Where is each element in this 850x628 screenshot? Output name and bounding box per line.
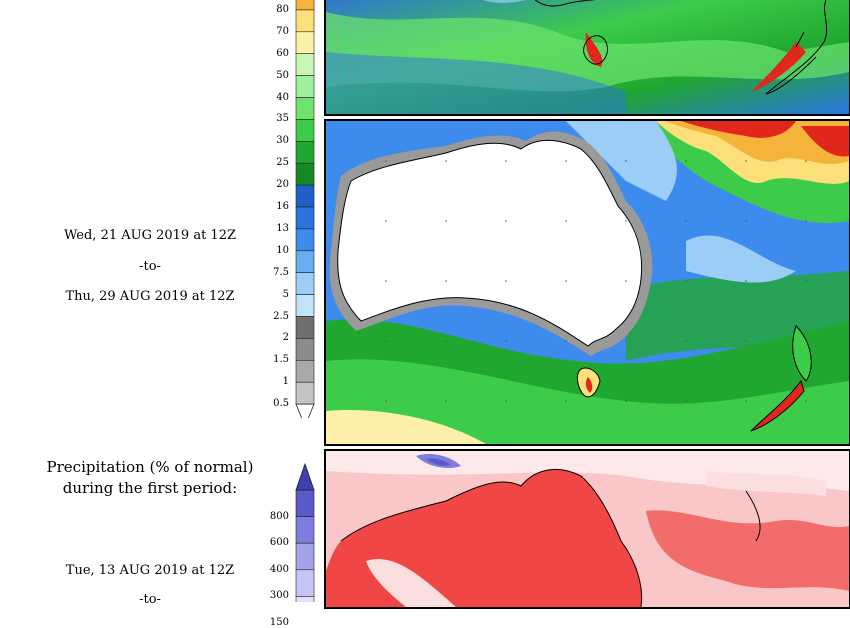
colorbar-tick-label: 40	[276, 91, 289, 103]
colorbar-swatch	[295, 75, 315, 98]
precip-map-previous-svg	[326, 0, 849, 114]
colorbar-tick-label: 10	[276, 244, 289, 256]
colorbar-tick-label: 50	[276, 69, 289, 81]
precip-map-previous-period	[324, 0, 850, 116]
colorbar-tick-label: 35	[276, 113, 289, 125]
precip-map-current-period	[324, 119, 850, 446]
colorbar-swatch	[295, 206, 315, 230]
colorbar-swatch	[295, 9, 315, 33]
colorbar-swatch	[295, 338, 315, 361]
colorbar-tick-label: 0.5	[273, 398, 289, 410]
percent-colorbar: 800 600 400 300 150	[255, 462, 320, 628]
precip-map-current-svg	[326, 121, 849, 444]
colorbar-tick-label: 300	[269, 590, 289, 602]
colorbar-swatch	[295, 542, 315, 571]
period-start-date: Wed, 21 AUG 2019 at 12Z	[63, 228, 236, 243]
colorbar-swatch	[295, 228, 315, 252]
colorbar-swatch	[295, 489, 315, 517]
colorbar-tick-label: 1	[282, 376, 289, 388]
colorbar-tick-label: 30	[276, 135, 289, 147]
percent-colorbar-swatches	[295, 462, 315, 602]
colorbar-end-triangle	[295, 403, 315, 418]
precip-percent-map-svg	[326, 451, 849, 607]
precip-colorbar: 80 70 60 50 40 35 30 25 20 16 13 10 7.5 5 2.5 2 1.5 1 0.5	[255, 0, 320, 418]
colorbar-tick-label: 400	[269, 563, 289, 575]
colorbar-tick-label: 13	[276, 222, 289, 234]
colorbar-tick-label: 800	[269, 510, 289, 522]
colorbar-swatch	[295, 31, 315, 54]
colorbar-tick-label: 25	[276, 157, 289, 169]
colorbar-tick-label: 16	[276, 201, 289, 212]
colorbar-tick-label: 80	[276, 3, 289, 15]
colorbar-swatch	[295, 141, 315, 164]
percent-normal-subtitle: during the first period:	[62, 479, 238, 497]
colorbar-swatch	[295, 516, 315, 544]
colorbar-tick-label: 150	[269, 617, 289, 628]
colorbar-tick-label: 60	[276, 47, 289, 59]
colorbar-tick-label: 70	[276, 25, 289, 37]
colorbar-tick-label: 2	[282, 332, 289, 344]
colorbar-swatch	[295, 53, 315, 76]
colorbar-swatch	[295, 97, 315, 120]
colorbar-swatch	[295, 250, 315, 273]
colorbar-swatch	[295, 316, 315, 339]
colorbar-swatch	[295, 569, 315, 597]
period-end-date: Thu, 29 AUG 2019 at 12Z	[65, 289, 235, 304]
precip-colorbar-swatches	[295, 0, 315, 418]
colorbar-swatch	[295, 119, 315, 142]
colorbar-swatch	[295, 596, 315, 602]
period-to-label: -to-	[139, 259, 161, 274]
percent-normal-title: Precipitation (% of normal)	[46, 458, 254, 476]
colorbar-top-triangle	[295, 462, 315, 491]
colorbar-swatch	[295, 272, 315, 295]
precip-percent-normal-map	[324, 449, 850, 609]
colorbar-swatch	[295, 162, 315, 186]
colorbar-tick-label: 1.5	[273, 354, 289, 366]
colorbar-swatch	[295, 359, 315, 383]
colorbar-swatch	[295, 0, 315, 11]
first-period-start-date: Tue, 13 AUG 2019 at 12Z	[65, 563, 235, 578]
colorbar-tick-label: 600	[269, 537, 289, 549]
colorbar-tick-label: 20	[276, 179, 289, 191]
colorbar-tick-label: 5	[282, 288, 289, 300]
colorbar-swatch	[295, 381, 315, 405]
colorbar-tick-label: 7.5	[273, 266, 289, 278]
colorbar-swatch	[295, 294, 315, 317]
colorbar-swatch	[295, 184, 315, 208]
colorbar-tick-label: 2.5	[273, 310, 289, 322]
